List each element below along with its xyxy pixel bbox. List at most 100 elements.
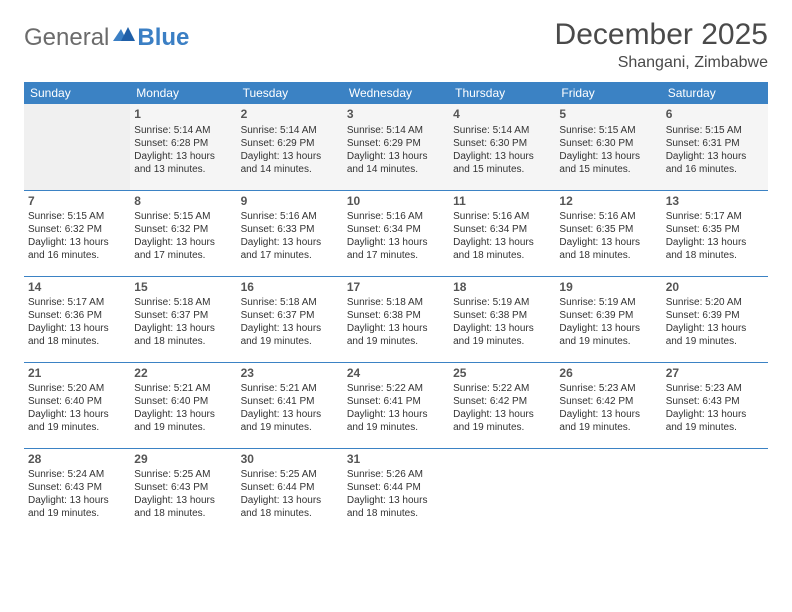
- daylight-text: Daylight: 13 hours: [666, 150, 764, 163]
- sunset-text: Sunset: 6:38 PM: [453, 309, 551, 322]
- sunset-text: Sunset: 6:40 PM: [134, 395, 232, 408]
- daylight-text: and 19 minutes.: [666, 335, 764, 348]
- daylight-text: Daylight: 13 hours: [666, 322, 764, 335]
- day-number: 13: [666, 194, 764, 210]
- weekday-header: Sunday: [24, 82, 130, 104]
- sunset-text: Sunset: 6:43 PM: [28, 481, 126, 494]
- daylight-text: and 15 minutes.: [559, 163, 657, 176]
- daylight-text: and 18 minutes.: [347, 507, 445, 520]
- logo-text-2: Blue: [137, 24, 189, 52]
- day-number: 16: [241, 280, 339, 296]
- daylight-text: Daylight: 13 hours: [134, 322, 232, 335]
- day-number: 9: [241, 194, 339, 210]
- sunset-text: Sunset: 6:37 PM: [241, 309, 339, 322]
- day-number: 31: [347, 452, 445, 468]
- sunset-text: Sunset: 6:29 PM: [347, 137, 445, 150]
- daylight-text: and 19 minutes.: [241, 335, 339, 348]
- sunrise-text: Sunrise: 5:14 AM: [453, 124, 551, 137]
- calendar-table: SundayMondayTuesdayWednesdayThursdayFrid…: [24, 82, 768, 534]
- daylight-text: Daylight: 13 hours: [241, 322, 339, 335]
- sunrise-text: Sunrise: 5:18 AM: [347, 296, 445, 309]
- daylight-text: Daylight: 13 hours: [241, 236, 339, 249]
- sunrise-text: Sunrise: 5:16 AM: [241, 210, 339, 223]
- calendar-day: 26Sunrise: 5:23 AMSunset: 6:42 PMDayligh…: [555, 362, 661, 448]
- daylight-text: Daylight: 13 hours: [28, 236, 126, 249]
- sunrise-text: Sunrise: 5:16 AM: [347, 210, 445, 223]
- daylight-text: and 16 minutes.: [666, 163, 764, 176]
- calendar-day: 3Sunrise: 5:14 AMSunset: 6:29 PMDaylight…: [343, 104, 449, 190]
- sunrise-text: Sunrise: 5:22 AM: [347, 382, 445, 395]
- sunset-text: Sunset: 6:41 PM: [241, 395, 339, 408]
- logo: General Blue: [24, 18, 189, 52]
- calendar-day: 22Sunrise: 5:21 AMSunset: 6:40 PMDayligh…: [130, 362, 236, 448]
- sunrise-text: Sunrise: 5:14 AM: [241, 124, 339, 137]
- sunset-text: Sunset: 6:38 PM: [347, 309, 445, 322]
- day-number: 14: [28, 280, 126, 296]
- day-number: 24: [347, 366, 445, 382]
- daylight-text: Daylight: 13 hours: [28, 408, 126, 421]
- daylight-text: Daylight: 13 hours: [28, 494, 126, 507]
- daylight-text: and 13 minutes.: [134, 163, 232, 176]
- daylight-text: and 17 minutes.: [241, 249, 339, 262]
- calendar-week: 1Sunrise: 5:14 AMSunset: 6:28 PMDaylight…: [24, 104, 768, 190]
- daylight-text: and 18 minutes.: [28, 335, 126, 348]
- day-number: 20: [666, 280, 764, 296]
- sunrise-text: Sunrise: 5:24 AM: [28, 468, 126, 481]
- day-number: 27: [666, 366, 764, 382]
- daylight-text: Daylight: 13 hours: [559, 150, 657, 163]
- calendar-day: 10Sunrise: 5:16 AMSunset: 6:34 PMDayligh…: [343, 190, 449, 276]
- weekday-header: Wednesday: [343, 82, 449, 104]
- sunrise-text: Sunrise: 5:15 AM: [134, 210, 232, 223]
- day-number: 21: [28, 366, 126, 382]
- calendar-day-empty: [662, 448, 768, 534]
- daylight-text: and 19 minutes.: [241, 421, 339, 434]
- sunrise-text: Sunrise: 5:15 AM: [666, 124, 764, 137]
- sunset-text: Sunset: 6:28 PM: [134, 137, 232, 150]
- sunrise-text: Sunrise: 5:19 AM: [453, 296, 551, 309]
- weekday-header: Friday: [555, 82, 661, 104]
- daylight-text: and 19 minutes.: [28, 507, 126, 520]
- daylight-text: and 19 minutes.: [347, 335, 445, 348]
- day-number: 15: [134, 280, 232, 296]
- sunrise-text: Sunrise: 5:25 AM: [241, 468, 339, 481]
- sunrise-text: Sunrise: 5:14 AM: [347, 124, 445, 137]
- calendar-day: 2Sunrise: 5:14 AMSunset: 6:29 PMDaylight…: [237, 104, 343, 190]
- daylight-text: and 19 minutes.: [347, 421, 445, 434]
- daylight-text: and 18 minutes.: [134, 507, 232, 520]
- daylight-text: Daylight: 13 hours: [347, 494, 445, 507]
- logo-mark-icon: [113, 25, 135, 41]
- daylight-text: and 18 minutes.: [559, 249, 657, 262]
- sunrise-text: Sunrise: 5:21 AM: [134, 382, 232, 395]
- sunset-text: Sunset: 6:39 PM: [559, 309, 657, 322]
- calendar-day: 6Sunrise: 5:15 AMSunset: 6:31 PMDaylight…: [662, 104, 768, 190]
- weekday-header: Thursday: [449, 82, 555, 104]
- sunrise-text: Sunrise: 5:20 AM: [28, 382, 126, 395]
- calendar-day-empty: [555, 448, 661, 534]
- daylight-text: and 17 minutes.: [347, 249, 445, 262]
- day-number: 8: [134, 194, 232, 210]
- location: Shangani, Zimbabwe: [555, 54, 768, 72]
- daylight-text: Daylight: 13 hours: [347, 150, 445, 163]
- sunrise-text: Sunrise: 5:15 AM: [28, 210, 126, 223]
- daylight-text: Daylight: 13 hours: [347, 322, 445, 335]
- calendar-day: 14Sunrise: 5:17 AMSunset: 6:36 PMDayligh…: [24, 276, 130, 362]
- day-number: 23: [241, 366, 339, 382]
- month-title: December 2025: [555, 18, 768, 52]
- sunset-text: Sunset: 6:43 PM: [134, 481, 232, 494]
- day-number: 4: [453, 107, 551, 123]
- day-number: 26: [559, 366, 657, 382]
- sunrise-text: Sunrise: 5:14 AM: [134, 124, 232, 137]
- day-number: 3: [347, 107, 445, 123]
- daylight-text: and 19 minutes.: [559, 421, 657, 434]
- sunset-text: Sunset: 6:42 PM: [453, 395, 551, 408]
- daylight-text: and 19 minutes.: [28, 421, 126, 434]
- calendar-day: 9Sunrise: 5:16 AMSunset: 6:33 PMDaylight…: [237, 190, 343, 276]
- daylight-text: Daylight: 13 hours: [559, 408, 657, 421]
- daylight-text: and 14 minutes.: [347, 163, 445, 176]
- calendar-day: 12Sunrise: 5:16 AMSunset: 6:35 PMDayligh…: [555, 190, 661, 276]
- calendar-day: 15Sunrise: 5:18 AMSunset: 6:37 PMDayligh…: [130, 276, 236, 362]
- sunrise-text: Sunrise: 5:26 AM: [347, 468, 445, 481]
- daylight-text: and 17 minutes.: [134, 249, 232, 262]
- calendar-day: 27Sunrise: 5:23 AMSunset: 6:43 PMDayligh…: [662, 362, 768, 448]
- calendar-day: 29Sunrise: 5:25 AMSunset: 6:43 PMDayligh…: [130, 448, 236, 534]
